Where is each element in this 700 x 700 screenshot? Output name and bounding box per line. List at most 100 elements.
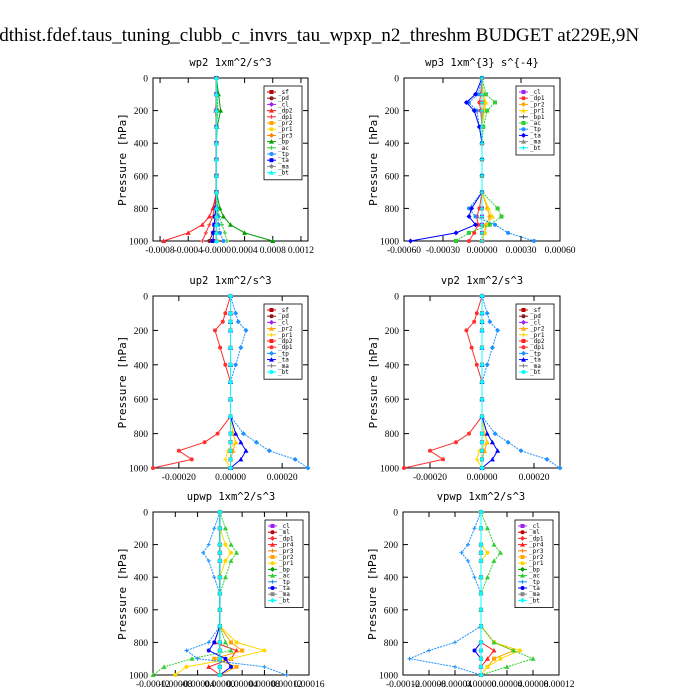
data-point — [485, 656, 490, 661]
data-point — [217, 525, 223, 531]
data-point — [228, 328, 233, 333]
data-point — [489, 456, 495, 462]
legend-label: _tp — [279, 579, 290, 586]
data-point — [176, 448, 181, 453]
panel-title: upwp 1xm^2/s^3 — [187, 491, 276, 503]
x-tick-label: 0.00000 — [467, 246, 498, 256]
data-point — [478, 542, 484, 548]
data-point — [489, 214, 495, 219]
x-tick-label: 0.00012 — [544, 680, 575, 690]
series-dp1 — [151, 294, 233, 470]
y-tick-label: 0 — [143, 293, 148, 303]
data-point — [474, 311, 479, 316]
y-tick-label: 400 — [384, 574, 399, 584]
data-point — [480, 311, 484, 316]
data-point — [428, 448, 432, 453]
y-tick-label: 1000 — [129, 465, 148, 475]
data-point — [228, 311, 233, 316]
data-point — [213, 157, 219, 162]
legend: _sf_pd_cl_dp2_dp1_pr2_pr1_pr3_bp_ac_tp_t… — [263, 85, 303, 181]
legend-marker — [521, 90, 526, 94]
data-point — [235, 319, 241, 325]
data-point — [217, 550, 223, 556]
x-tick-label: 0.00000 — [204, 680, 235, 690]
legend-marker — [270, 524, 275, 528]
series-tp — [407, 510, 483, 677]
data-point — [217, 591, 223, 596]
data-point — [480, 345, 484, 350]
legend-label: _ma — [529, 591, 540, 598]
x-tick-label: 0.00000 — [467, 473, 498, 483]
x-tick-label: -0.0004 — [174, 246, 204, 256]
data-point — [478, 550, 484, 556]
data-point — [480, 230, 484, 235]
data-point — [195, 656, 200, 661]
data-point — [472, 230, 477, 235]
legend-label: _bt — [530, 145, 541, 152]
x-tick-label: -0.00020 — [162, 473, 196, 483]
legend-label: _cl — [278, 319, 289, 326]
legend-label: _pr1 — [278, 126, 293, 133]
legend-marker — [269, 158, 274, 163]
data-point — [228, 222, 233, 227]
data-point — [459, 550, 464, 555]
legend-marker — [270, 548, 275, 553]
y-axis-label: Pressure [hPa] — [366, 547, 379, 640]
data-point — [427, 648, 431, 653]
data-point — [213, 238, 219, 243]
data-point — [223, 362, 228, 367]
legend-marker — [269, 163, 274, 169]
data-point — [472, 648, 477, 653]
legend-label: _pr3 — [529, 548, 544, 555]
panel-title: wp3 1xm^{3} s^{-4} — [425, 57, 539, 69]
legend-marker — [269, 127, 274, 132]
data-point — [532, 239, 536, 243]
data-point — [213, 140, 219, 146]
legend-marker — [521, 121, 526, 125]
legend-marker — [269, 121, 274, 125]
legend-marker — [269, 139, 274, 144]
data-point — [480, 397, 484, 402]
y-tick-label: 1000 — [380, 238, 399, 248]
data-point — [480, 294, 484, 298]
data-point — [215, 431, 220, 436]
data-point — [212, 575, 217, 580]
legend-label: _ma — [530, 139, 541, 146]
x-tick-label: -0.00020 — [413, 473, 447, 483]
data-point — [228, 380, 233, 384]
legend-marker — [269, 145, 274, 150]
y-tick-label: 800 — [134, 639, 149, 649]
data-point — [518, 648, 522, 653]
legend-marker — [269, 326, 274, 331]
legend-label: _pr1 — [530, 332, 545, 339]
data-point — [484, 431, 490, 436]
x-tick-label: -0.00060 — [387, 246, 421, 256]
data-point — [478, 639, 484, 645]
y-tick-label: 200 — [385, 327, 400, 337]
data-point — [206, 640, 211, 645]
data-point — [207, 222, 212, 227]
data-point — [213, 230, 219, 235]
legend-marker — [270, 573, 275, 578]
data-point — [213, 214, 219, 219]
data-point — [478, 509, 484, 515]
data-point — [544, 456, 550, 462]
data-point — [229, 550, 233, 555]
legend-label: _dp1 — [278, 344, 293, 351]
data-point — [210, 239, 215, 243]
data-point — [480, 440, 484, 445]
data-point — [480, 457, 484, 462]
data-point — [213, 75, 219, 80]
data-point — [499, 214, 504, 219]
legend-marker — [521, 139, 526, 144]
y-tick-label: 0 — [393, 509, 398, 519]
x-tick-label: 0.00008 — [518, 680, 549, 690]
legend-label: _pr2 — [278, 120, 293, 127]
legend-label: _bp — [279, 566, 290, 573]
data-point — [478, 574, 484, 580]
data-point — [486, 205, 491, 211]
series-bt — [213, 75, 219, 243]
legend-marker — [521, 357, 526, 362]
y-tick-label: 600 — [134, 606, 149, 616]
